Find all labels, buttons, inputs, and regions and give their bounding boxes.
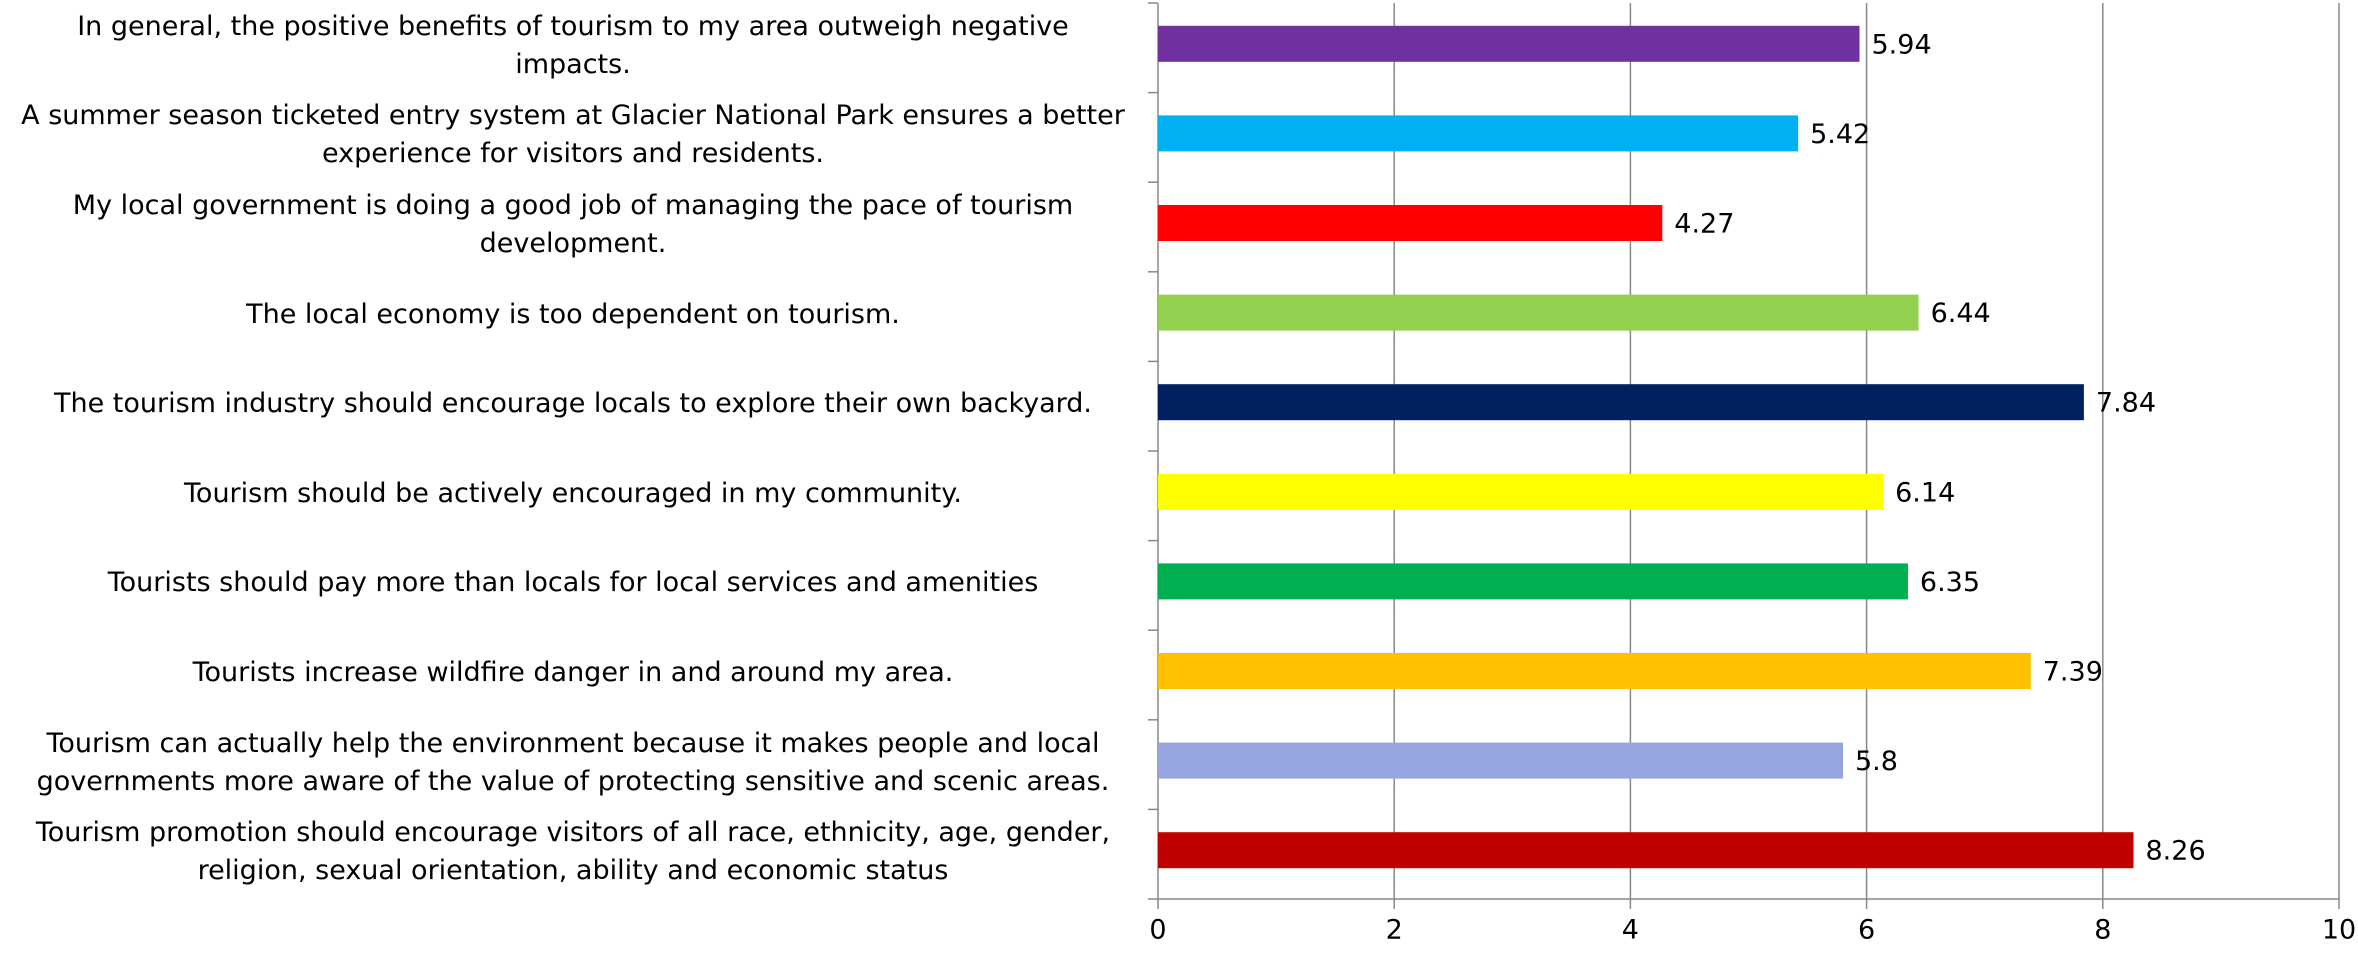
bar xyxy=(1158,205,1663,241)
category-label: Tourists should pay more than locals for… xyxy=(107,567,1039,599)
bar xyxy=(1158,25,1860,62)
bar xyxy=(1158,832,2134,869)
value-label: 5.42 xyxy=(1810,119,1870,150)
category-label: Tourism can actually help the environmen… xyxy=(36,727,1110,797)
value-label: 8.26 xyxy=(2146,836,2206,867)
category-label: A summer season ticketed entry system at… xyxy=(21,100,1125,170)
bar xyxy=(1158,115,1799,152)
category-label: Tourism should be actively encouraged in… xyxy=(184,477,962,509)
value-label: 6.35 xyxy=(1920,567,1980,598)
category-label: My local government is doing a good job … xyxy=(72,190,1074,259)
value-label: 6.14 xyxy=(1895,477,1955,508)
value-label: 5.94 xyxy=(1872,29,1932,60)
x-tick-label: 6 xyxy=(1858,915,1875,946)
value-label: 5.8 xyxy=(1855,746,1898,777)
category-label: Tourism promotion should encourage visit… xyxy=(35,817,1111,887)
bar xyxy=(1158,742,1843,779)
category-label: The local economy is too dependent on to… xyxy=(246,298,900,330)
bar xyxy=(1158,294,1919,331)
value-label: 4.27 xyxy=(1674,209,1734,240)
x-tick-label: 4 xyxy=(1622,915,1639,946)
value-label: 7.84 xyxy=(2096,388,2156,419)
bar xyxy=(1158,473,1884,510)
bar xyxy=(1158,563,1908,600)
x-tick-label: 0 xyxy=(1149,915,1166,946)
value-label: 6.44 xyxy=(1931,298,1991,329)
x-tick-label: 10 xyxy=(2322,915,2356,946)
category-label: The tourism industry should encourage lo… xyxy=(53,388,1093,420)
category-label: In general, the positive benefits of tou… xyxy=(77,10,1069,80)
bar xyxy=(1158,384,2084,421)
bar xyxy=(1158,653,2031,689)
x-tick-label: 2 xyxy=(1386,915,1403,946)
category-label: Tourists increase wildfire danger in and… xyxy=(192,657,954,688)
x-tick-label: 8 xyxy=(2094,915,2111,946)
value-label: 7.39 xyxy=(2043,657,2103,688)
